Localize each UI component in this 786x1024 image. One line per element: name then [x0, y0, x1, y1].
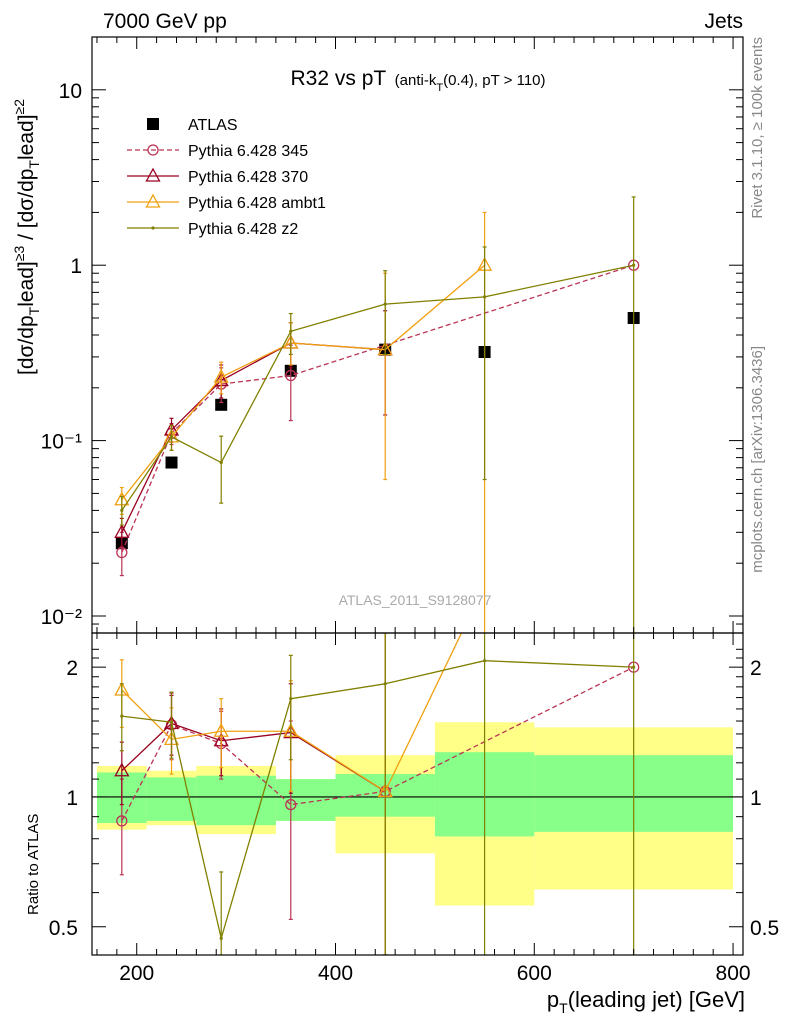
legend-item-3: Pythia 6.428 ambt1: [127, 193, 326, 212]
ratio-y-axis-ticks: 0.5 0.5 1 1 2 2: [49, 648, 779, 940]
legend-label-3: Pythia 6.428 ambt1: [188, 195, 326, 212]
main-series-4-point-0: [120, 508, 124, 513]
main-ytick-label-3: 10: [59, 80, 82, 103]
xlabel-part-c: (leading jet) [GeV]: [568, 987, 745, 1012]
ratio-series-0-point-0: [116, 815, 128, 827]
ratio-series-1-point-0: [114, 762, 130, 777]
main-series-1-point-0: [116, 546, 128, 559]
rivet-version-label: Rivet 3.1.10, ≥ 100k events: [749, 37, 766, 219]
header-analysis-label: Jets: [704, 10, 743, 33]
main-ytick-label-0: 10⁻²: [41, 606, 82, 629]
main-series-1: [116, 259, 640, 577]
xlabel-part-a: p: [547, 987, 559, 1012]
ratio-series-3-point-2: [219, 936, 223, 940]
main-series-3-line: [121, 264, 486, 501]
main-series-2-line: [121, 342, 386, 533]
ratio-ytick-label-left-1: 1: [66, 787, 78, 810]
x-axis-label: pT(leading jet) [GeV]: [547, 987, 745, 1016]
ylabel-part-c: lead]: [15, 261, 38, 307]
legend-label-1: Pythia 6.428 345: [188, 143, 308, 160]
ratio-frame: [91, 632, 744, 956]
plot-title-main: R32 vs pT: [291, 67, 387, 90]
main-series-4: [119, 196, 636, 633]
legend-label-4: Pythia 6.428 z2: [188, 221, 298, 238]
main-series-4-point-2: [219, 460, 223, 465]
main-y-axis-ticks: 10⁻² 10⁻¹ 1 10: [41, 36, 743, 634]
ylabel-part-h: ≥2: [11, 99, 27, 115]
main-series-4-line: [121, 264, 634, 511]
band-inner-2: [196, 775, 276, 826]
ratio-series-3-point-5: [482, 659, 487, 663]
legend-item-4: Pythia 6.428 z2: [127, 221, 298, 238]
x-tick-label-600: 600: [517, 962, 552, 985]
plot-title-sub: (anti-k: [395, 72, 437, 89]
legend-marker-4: [151, 226, 155, 230]
x-tick-label-800: 800: [716, 962, 751, 985]
main-series-0-point-2: [215, 398, 228, 411]
ylabel-part-a: [dσ/dp: [15, 315, 38, 375]
xlabel-part-b: T: [559, 1000, 568, 1016]
main-series-4-point-6: [632, 263, 636, 267]
legend-label-0: ATLAS: [188, 117, 238, 134]
main-series-1-point-3: [285, 369, 297, 382]
ratio-series-0-line: [121, 666, 634, 822]
band-inner-1: [146, 777, 197, 821]
ylabel-part-d: ≥3: [11, 246, 27, 262]
ratio-y-axis-label: Ratio to ATLAS: [25, 814, 42, 915]
legend-marker-1: [147, 144, 159, 156]
ratio-series-3-point-3: [289, 697, 293, 701]
legend-item-2: Pythia 6.428 370: [127, 167, 308, 186]
main-series-4-point-4: [383, 302, 387, 306]
ylabel-part-f: T: [26, 160, 42, 169]
ratio-series-3-point-6: [632, 665, 636, 669]
x-tick-label-400: 400: [318, 962, 353, 985]
legend-marker-3: [145, 193, 161, 208]
main-series-3-point-2: [213, 368, 229, 383]
main-series-0-point-1: [165, 456, 178, 469]
ratio-ytick-label-right-0.5: 0.5: [750, 917, 779, 940]
main-ytick-label-1: 10⁻¹: [41, 431, 82, 454]
ratio-ytick-label-left-2: 2: [66, 657, 78, 680]
main-series-1-line: [121, 264, 634, 553]
x-tick-label-200: 200: [119, 962, 154, 985]
legend-item-0: ATLAS: [147, 117, 238, 134]
x-axis-ticks: 200 400 600 800: [96, 37, 751, 985]
ylabel-part-g: lead]: [15, 114, 38, 160]
ratio-series-0-point-3: [285, 798, 297, 811]
ratio-ytick-label-right-1: 1: [750, 787, 762, 810]
legend-label-2: Pythia 6.428 370: [188, 169, 308, 186]
ratio-panel: [91, 632, 744, 956]
ratio-data: [114, 633, 640, 955]
ratio-series-3-point-0: [120, 714, 124, 718]
ratio-ytick-label-left-0.5: 0.5: [49, 917, 78, 940]
plot-title: R32 vs pT (anti-kT(0.4), pT > 110): [291, 67, 546, 94]
ratio-series-3: [119, 633, 636, 955]
analysis-watermark: ATLAS_2011_S9128077: [339, 592, 492, 608]
main-series-4-point-1: [169, 435, 174, 439]
ratio-ytick-label-right-2: 2: [750, 657, 762, 680]
main-data: [114, 196, 640, 633]
ylabel-part-e: / [dσ/dp: [15, 169, 38, 246]
main-y-axis-label: [dσ/dpTlead]≥3 / [dσ/dpTlead]≥2: [11, 99, 42, 375]
legend-item-1: Pythia 6.428 345: [127, 143, 308, 160]
plot-title-sub-tail: (0.4), pT > 110): [443, 72, 545, 89]
ratio-series-2-line: [121, 633, 463, 793]
plot-title-sub-index: T: [436, 82, 443, 94]
main-series-2: [114, 310, 393, 547]
main-ytick-label-2: 1: [70, 255, 82, 278]
ylabel-part-b: T: [26, 306, 42, 315]
legend-marker-0: [147, 118, 159, 130]
legend-marker-2: [145, 167, 161, 182]
header-beam-label: 7000 GeV pp: [103, 10, 227, 33]
ratio-series-3-point-1: [169, 720, 174, 724]
mcplots-reference-label: mcplots.cern.ch [arXiv:1306.3436]: [749, 346, 766, 573]
main-series-2-point-0: [114, 523, 130, 538]
main-series-4-point-5: [482, 295, 487, 299]
ratio-series-2-point-2: [213, 722, 229, 737]
main-series-4-point-3: [289, 329, 293, 333]
ratio-series-3-point-4: [383, 682, 387, 686]
legend: ATLAS Pythia 6.428 345 Pythia 6.428 370 Pyt…: [127, 117, 326, 238]
